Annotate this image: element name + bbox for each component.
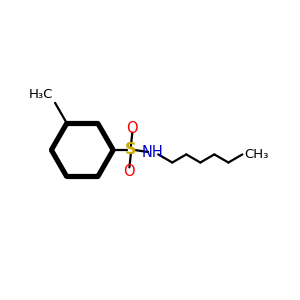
Text: S: S [125,142,136,158]
Text: NH: NH [142,146,164,160]
Text: CH₃: CH₃ [244,148,268,161]
Text: O: O [127,121,138,136]
Text: O: O [124,164,135,179]
Text: H₃C: H₃C [28,88,53,101]
